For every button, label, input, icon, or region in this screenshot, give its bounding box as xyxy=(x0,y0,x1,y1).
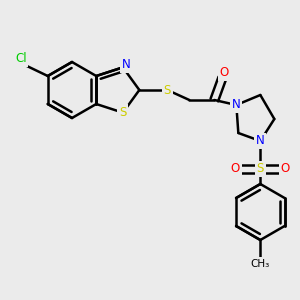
Text: S: S xyxy=(164,83,171,97)
Text: O: O xyxy=(220,67,229,80)
Text: N: N xyxy=(256,134,265,148)
Text: O: O xyxy=(231,163,240,176)
Text: N: N xyxy=(232,98,241,112)
Text: O: O xyxy=(281,163,290,176)
Text: S: S xyxy=(119,106,127,119)
Text: N: N xyxy=(122,58,130,71)
Text: CH₃: CH₃ xyxy=(251,259,270,269)
Text: S: S xyxy=(256,163,264,176)
Text: Cl: Cl xyxy=(15,52,27,65)
